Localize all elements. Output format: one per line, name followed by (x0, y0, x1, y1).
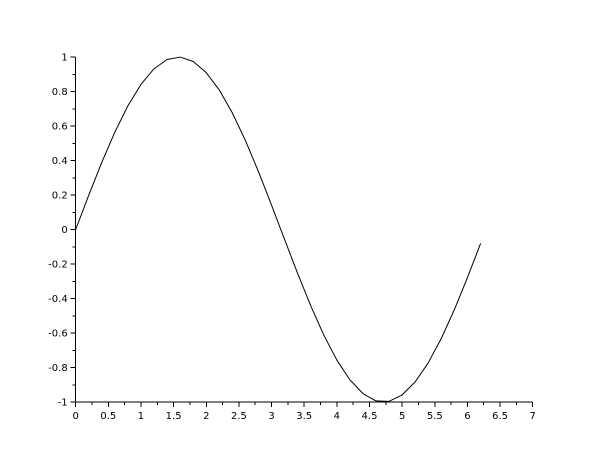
x-tick-label: 5 (399, 411, 405, 422)
x-tick-label: 6 (464, 411, 470, 422)
x-tick-label: 5.5 (427, 411, 443, 422)
x-tick-label: 7 (530, 411, 536, 422)
y-tick-label: -1 (58, 398, 68, 409)
x-tick-label: 4.5 (362, 411, 378, 422)
y-tick-label: -0.8 (48, 363, 68, 374)
y-tick-label: -0.4 (48, 294, 68, 305)
x-tick-label: 0.5 (100, 411, 116, 422)
x-tick-label: 0 (73, 411, 79, 422)
x-tick-label: 3.5 (296, 411, 312, 422)
y-tick-label: 0.2 (52, 191, 68, 202)
x-tick-label: 1 (138, 411, 144, 422)
y-tick-label: 0.4 (52, 156, 68, 167)
y-tick-label: 0.6 (52, 122, 68, 133)
x-tick-label: 1.5 (166, 411, 182, 422)
x-tick-label: 2.5 (231, 411, 247, 422)
x-tick-label: 3 (268, 411, 274, 422)
y-tick-label: 1 (61, 53, 67, 64)
x-tick-label: 2 (203, 411, 209, 422)
y-tick-label: -0.2 (48, 260, 68, 271)
y-tick-label: -0.6 (48, 329, 68, 340)
x-tick-label: 6.5 (492, 411, 508, 422)
y-tick-label: 0 (61, 225, 67, 236)
sine-data-line (75, 56, 481, 402)
y-tick-label: 0.8 (52, 87, 68, 98)
x-tick-label: 4 (334, 411, 340, 422)
